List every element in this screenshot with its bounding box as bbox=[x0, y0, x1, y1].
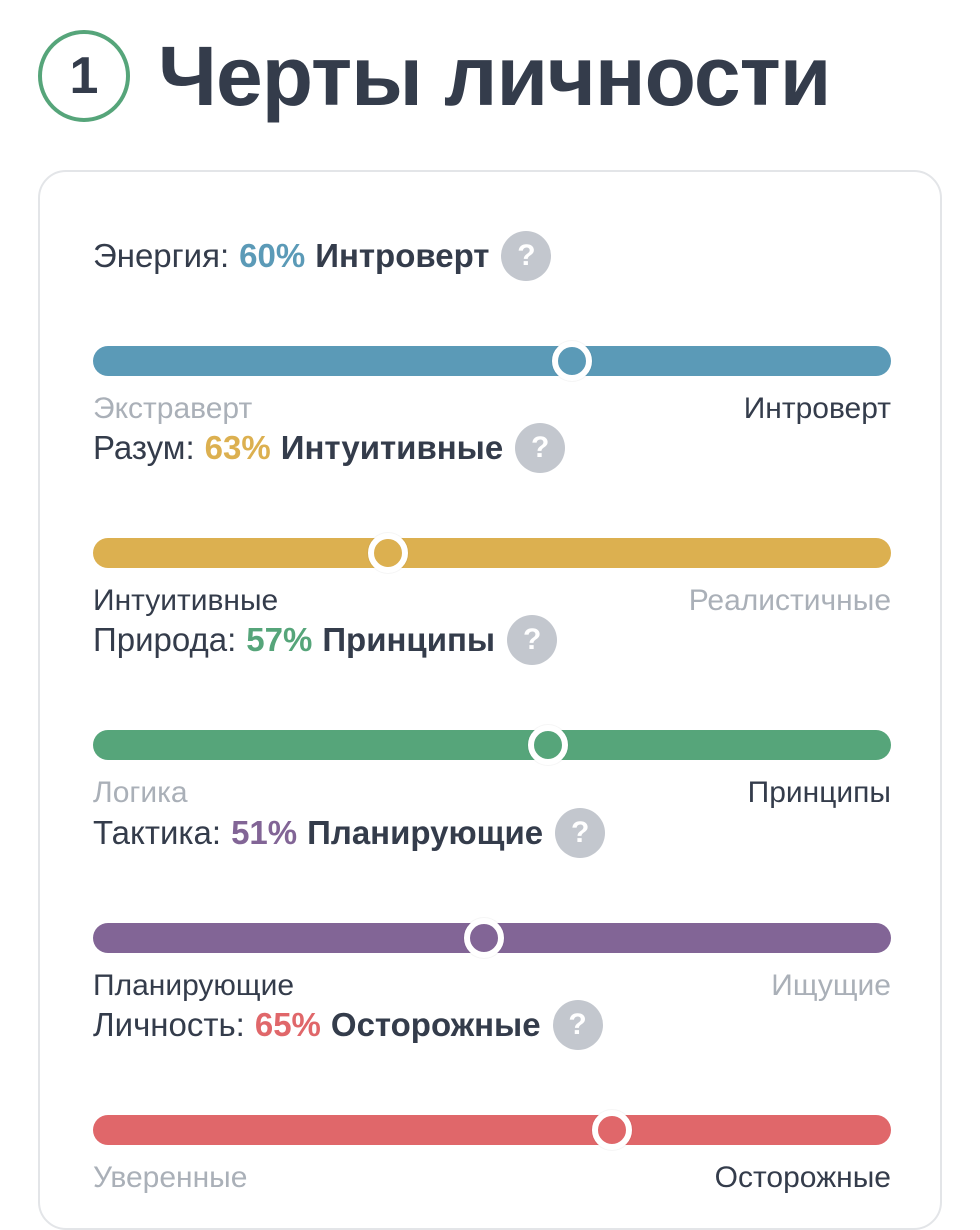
trait-label: Тактика: bbox=[93, 814, 222, 851]
trait-poles: Планирующие Ищущие bbox=[93, 969, 891, 1003]
trait-left-pole: Экстраверт bbox=[93, 392, 253, 425]
trait-result: Принципы bbox=[322, 621, 496, 658]
trait-slider-track bbox=[93, 341, 891, 381]
trait-poles: Экстраверт Интроверт bbox=[93, 392, 891, 426]
trait-slider-track bbox=[93, 533, 891, 573]
help-icon[interactable]: ? bbox=[555, 808, 606, 858]
trait-percent: 63% bbox=[204, 429, 271, 466]
help-icon[interactable]: ? bbox=[552, 1000, 603, 1050]
trait-label: Энергия: bbox=[93, 237, 230, 274]
trait-percent: 51% bbox=[231, 814, 298, 851]
step-number-badge: 1 bbox=[38, 30, 130, 122]
trait-right-pole: Осторожные bbox=[714, 1161, 891, 1194]
trait-poles: Уверенные Осторожные bbox=[93, 1161, 891, 1195]
trait-result: Планирующие bbox=[307, 814, 544, 851]
trait-label: Природа: bbox=[93, 621, 237, 658]
trait-result: Интроверт bbox=[315, 237, 490, 274]
trait-label: Разум: bbox=[93, 429, 195, 466]
trait-label: Личность: bbox=[93, 1006, 245, 1043]
section-header: 1 Черты личности bbox=[38, 29, 831, 123]
trait-result: Осторожные bbox=[330, 1006, 541, 1043]
trait-slider-track bbox=[93, 1110, 891, 1150]
trait-poles: Интуитивные Реалистичные bbox=[93, 584, 891, 618]
trait-left-pole: Планирующие bbox=[93, 969, 295, 1002]
trait-slider-knob bbox=[368, 533, 409, 573]
trait-energy: Энергия: 60% Интроверт ? Экстраверт Интр… bbox=[93, 228, 891, 425]
trait-slider-knob bbox=[551, 341, 592, 381]
trait-percent: 65% bbox=[254, 1006, 321, 1043]
trait-slider-track bbox=[93, 918, 891, 958]
trait-identity: Личность: 65% Осторожные ? Уверенные Ост… bbox=[93, 997, 891, 1194]
trait-slider-knob bbox=[464, 918, 505, 958]
trait-slider-knob bbox=[591, 1110, 632, 1150]
trait-left-pole: Интуитивные bbox=[93, 584, 279, 617]
trait-right-pole: Реалистичные bbox=[688, 584, 891, 617]
trait-heading: Тактика: 51% Планирующие ? bbox=[93, 805, 606, 861]
trait-heading: Личность: 65% Осторожные ? bbox=[93, 997, 603, 1053]
trait-tactics: Тактика: 51% Планирующие ? Планирующие И… bbox=[93, 805, 891, 1002]
trait-right-pole: Принципы bbox=[747, 776, 891, 809]
trait-left-pole: Логика bbox=[93, 776, 188, 809]
trait-left-pole: Уверенные bbox=[93, 1161, 248, 1194]
traits-card: Энергия: 60% Интроверт ? Экстраверт Интр… bbox=[38, 170, 942, 1230]
trait-heading: Разум: 63% Интуитивные ? bbox=[93, 420, 566, 476]
trait-percent: 57% bbox=[246, 621, 313, 658]
trait-slider-knob bbox=[527, 725, 568, 765]
trait-right-pole: Интроверт bbox=[743, 392, 891, 425]
help-icon[interactable]: ? bbox=[515, 423, 566, 473]
trait-heading: Энергия: 60% Интроверт ? bbox=[93, 228, 552, 284]
help-icon[interactable]: ? bbox=[501, 231, 552, 281]
trait-right-pole: Ищущие bbox=[771, 969, 891, 1002]
trait-percent: 60% bbox=[239, 237, 306, 274]
help-icon[interactable]: ? bbox=[507, 615, 558, 665]
trait-result: Интуитивные bbox=[280, 429, 504, 466]
trait-mind: Разум: 63% Интуитивные ? Интуитивные Реа… bbox=[93, 420, 891, 617]
trait-poles: Логика Принципы bbox=[93, 776, 891, 810]
trait-slider-track bbox=[93, 725, 891, 765]
trait-nature: Природа: 57% Принципы ? Логика Принципы bbox=[93, 612, 891, 809]
page-title: Черты личности bbox=[158, 29, 831, 123]
trait-heading: Природа: 57% Принципы ? bbox=[93, 612, 558, 668]
